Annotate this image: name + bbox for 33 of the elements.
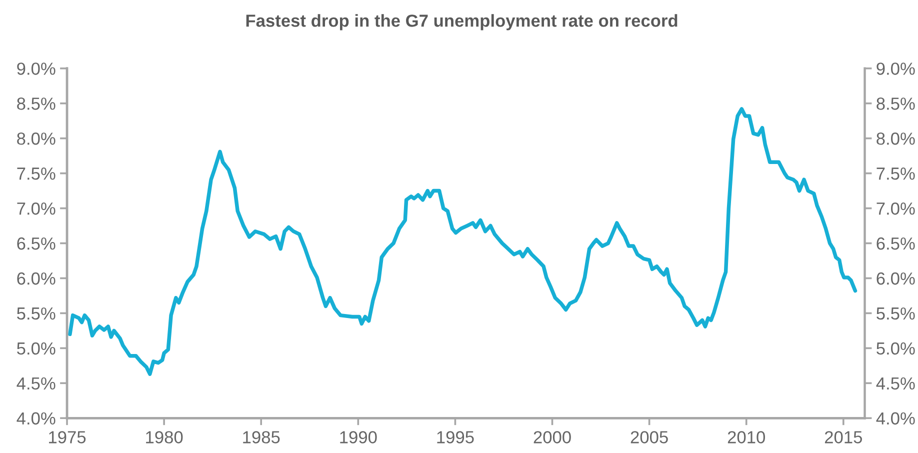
y-tick-label: 5.0%: [17, 342, 56, 355]
y2-tick-label: 6.0%: [876, 272, 915, 285]
y-tick-label: 9.0%: [17, 62, 56, 75]
y-tick-label: 8.5%: [17, 98, 56, 110]
x-tick-label: 2000: [534, 431, 571, 444]
y-tick-label: 4.0%: [16, 412, 56, 425]
line-series: [68, 107, 858, 376]
x-tick-label: 2010: [728, 431, 765, 444]
x-tick-label: 1985: [243, 431, 280, 444]
x-tick-label: 1980: [146, 431, 183, 444]
y2-tick-label: 7.0%: [876, 202, 915, 215]
y2-tick-label: 8.0%: [876, 132, 915, 145]
y-tick-label: 5.5%: [17, 307, 56, 320]
chart-title: Fastest drop in the G7 unemployment rate on record: [246, 14, 678, 30]
y2-tick-label: 9.0%: [876, 62, 915, 75]
y-tick-label: 7.5%: [17, 168, 56, 180]
x-tick-label: 1995: [437, 431, 474, 444]
y-tick-label: 7.0%: [17, 202, 56, 215]
y2-tick-label: 6.5%: [876, 237, 915, 250]
y2-tick-label: 7.5%: [876, 168, 915, 180]
x-tick-label: 1975: [49, 431, 86, 444]
y2-tick-label: 4.0%: [876, 412, 915, 425]
y2-tick-label: 8.5%: [876, 98, 915, 110]
x-tick-label: 1990: [340, 431, 377, 444]
x-tick-label: 2005: [630, 431, 668, 444]
y-tick-label: 6.5%: [17, 237, 56, 250]
y2-tick-label: 5.5%: [876, 307, 915, 320]
y-tick-label: 6.0%: [17, 272, 56, 285]
y-tick-label: 4.5%: [16, 377, 56, 390]
y-tick-label: 8.0%: [17, 132, 56, 145]
y2-tick-label: 5.0%: [876, 342, 915, 355]
y2-tick-label: 4.5%: [876, 377, 915, 390]
x-tick-label: 2015: [824, 431, 862, 444]
